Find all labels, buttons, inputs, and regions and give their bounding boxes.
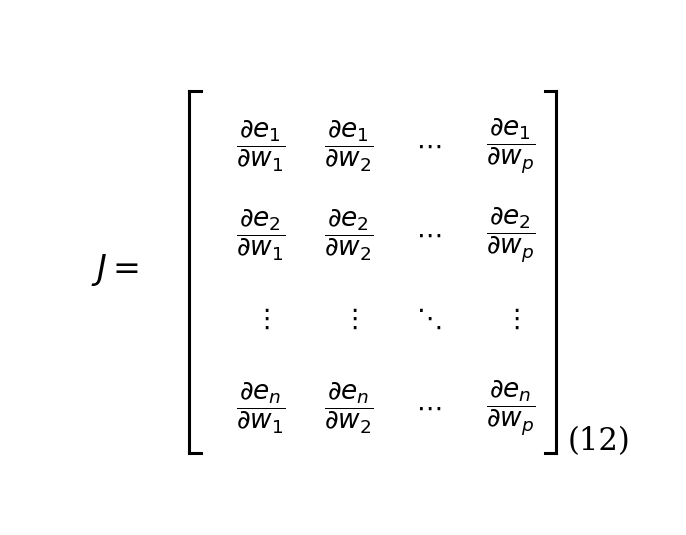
- Text: $\dfrac{\partial e_2}{\partial w_1}$: $\dfrac{\partial e_2}{\partial w_1}$: [237, 208, 286, 263]
- Text: $\dfrac{\partial e_2}{\partial w_p}$: $\dfrac{\partial e_2}{\partial w_p}$: [486, 205, 536, 265]
- Text: $\dfrac{\partial e_1}{\partial w_p}$: $\dfrac{\partial e_1}{\partial w_p}$: [486, 117, 536, 176]
- Text: $\dfrac{\partial e_n}{\partial w_2}$: $\dfrac{\partial e_n}{\partial w_2}$: [324, 380, 374, 436]
- Text: $\dfrac{\partial e_n}{\partial w_p}$: $\dfrac{\partial e_n}{\partial w_p}$: [486, 379, 536, 438]
- Text: $\cdots$: $\cdots$: [416, 396, 441, 421]
- Text: $\dfrac{\partial e_1}{\partial w_2}$: $\dfrac{\partial e_1}{\partial w_2}$: [324, 119, 374, 174]
- Text: $J=$: $J=$: [91, 252, 139, 288]
- Text: $\vdots$: $\vdots$: [341, 307, 357, 332]
- Text: $\vdots$: $\vdots$: [253, 307, 270, 332]
- Text: $\dfrac{\partial e_2}{\partial w_2}$: $\dfrac{\partial e_2}{\partial w_2}$: [324, 208, 374, 263]
- Text: $\vdots$: $\vdots$: [503, 307, 519, 332]
- Text: $\cdots$: $\cdots$: [416, 223, 441, 248]
- Text: $\ddots$: $\ddots$: [416, 307, 441, 332]
- Text: (12): (12): [567, 426, 630, 457]
- Text: $\cdots$: $\cdots$: [416, 134, 441, 159]
- Text: $\dfrac{\partial e_n}{\partial w_1}$: $\dfrac{\partial e_n}{\partial w_1}$: [237, 380, 286, 436]
- Text: $\dfrac{\partial e_1}{\partial w_1}$: $\dfrac{\partial e_1}{\partial w_1}$: [237, 119, 286, 174]
